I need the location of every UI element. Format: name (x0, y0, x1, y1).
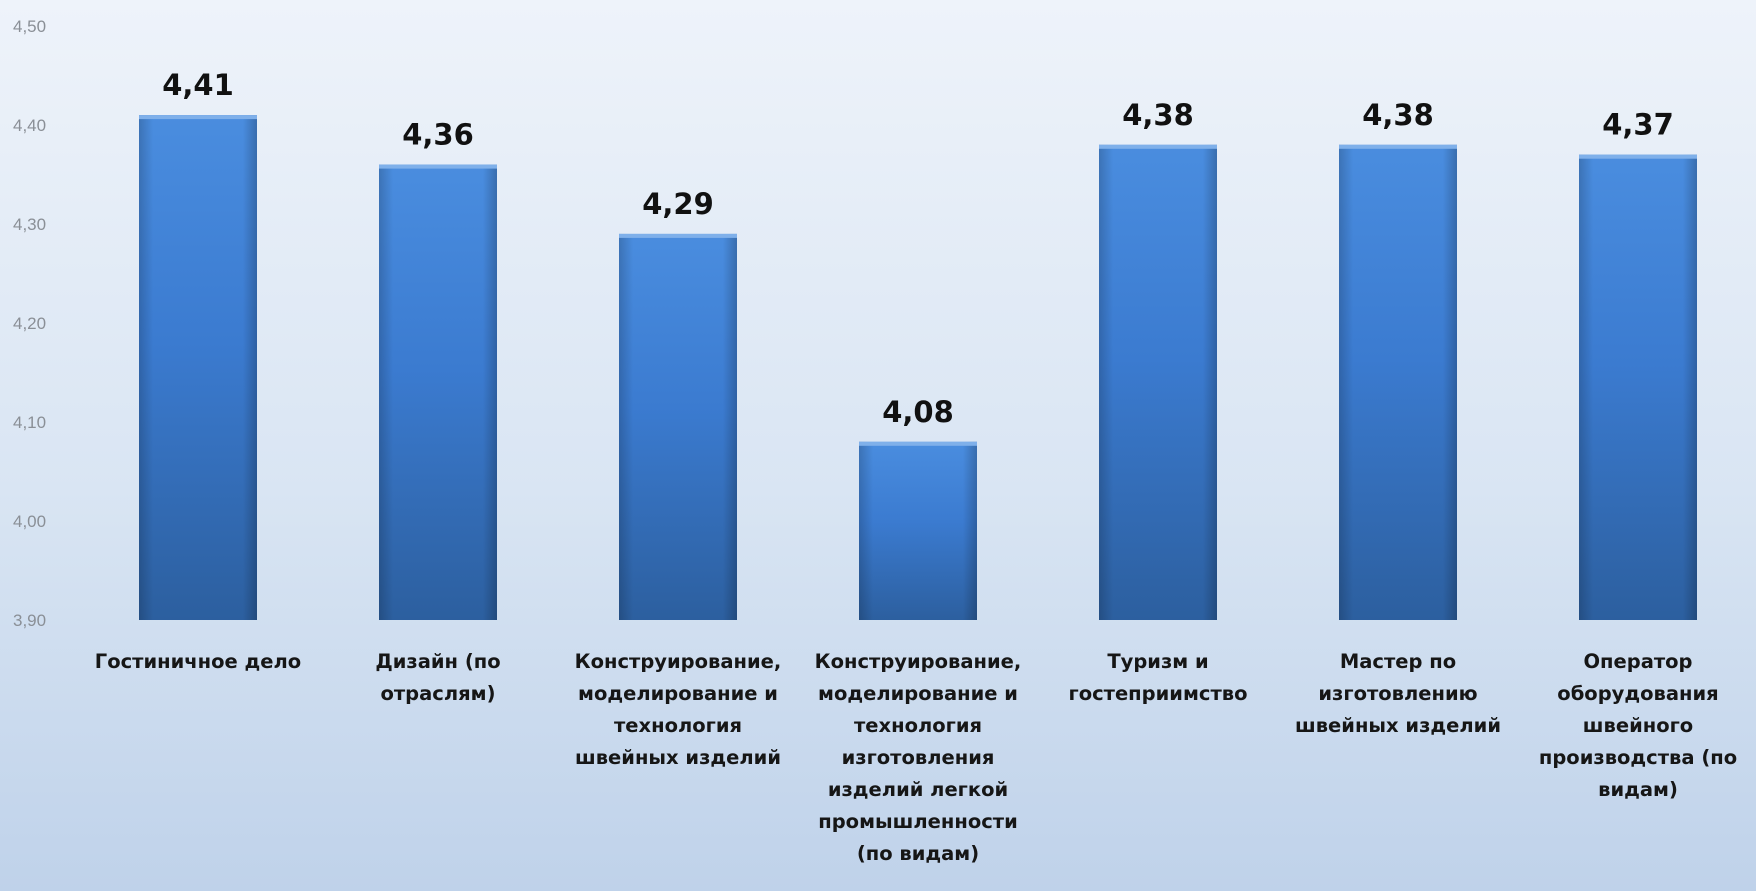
x-category-label-line: изделий легкой (828, 778, 1008, 801)
x-category-label-line: видам) (1598, 778, 1678, 801)
bar-value-label: 4,41 (162, 68, 234, 102)
x-category-label-line: изготовлению (1318, 682, 1477, 705)
x-category-label-line: швейных изделий (575, 746, 781, 769)
x-category-label: Конструирование, моделирование и технологи… (575, 650, 782, 769)
bar-top-highlight (379, 164, 497, 169)
y-tick-label: 4,00 (13, 512, 46, 531)
bar-shade (859, 441, 977, 620)
x-category-label-line: Туризм и (1107, 650, 1208, 673)
x-category-label: Конструирование, моделирование и технологи… (815, 650, 1022, 865)
bar-value-label: 4,37 (1602, 108, 1674, 142)
bar-shade (1099, 144, 1217, 621)
bar-top-highlight (1579, 154, 1697, 159)
x-category-label-line: технология (614, 714, 742, 737)
x-category-label-line: швейного (1583, 714, 1693, 737)
x-category-label-line: швейных изделий (1295, 714, 1501, 737)
bar-shade (379, 164, 497, 620)
bar-top-highlight (1099, 144, 1217, 149)
bar-shade (1579, 154, 1697, 620)
x-category-label: Оператор оборудования швейного производства… (1539, 650, 1737, 801)
x-category-label: Гостиничное дело (95, 650, 301, 673)
x-category-label-line: Мастер по (1340, 650, 1456, 673)
x-category-label-line: Гостиничное дело (95, 650, 301, 673)
x-category-label: Туризм и гостеприимство (1069, 650, 1248, 705)
y-tick-label: 4,20 (13, 314, 46, 333)
y-tick-label: 4,30 (13, 215, 46, 234)
y-tick-label: 4,10 (13, 413, 46, 432)
bar-shade (619, 233, 737, 620)
x-category-label-line: производства (по (1539, 746, 1737, 769)
x-category-label-line: моделирование и (578, 682, 778, 705)
bars-group (139, 115, 1697, 621)
bar-top-highlight (859, 441, 977, 446)
x-category-label-line: технология (854, 714, 982, 737)
y-axis: 3,90 4,00 4,10 4,20 4,30 4,40 4,50 (13, 17, 46, 630)
bar-value-label: 4,38 (1122, 98, 1194, 132)
x-category-label-line: изготовления (842, 746, 995, 769)
y-tick-label: 4,40 (13, 116, 46, 135)
bar-value-label: 4,38 (1362, 98, 1434, 132)
bar-shade (1339, 144, 1457, 621)
bar-shade (139, 115, 257, 620)
x-category-label: Мастер по изготовлению швейных изделий (1295, 650, 1501, 737)
bar-value-label: 4,08 (882, 395, 954, 429)
bar-top-highlight (1339, 144, 1457, 149)
x-category-label-line: моделирование и (818, 682, 1018, 705)
value-labels-group: 4,41 4,36 4,29 4,08 4,38 4,38 4,37 (162, 68, 1674, 429)
x-category-label: Дизайн (по отраслям) (375, 650, 500, 705)
x-category-label-line: Конструирование, (575, 650, 782, 673)
x-category-label-line: Конструирование, (815, 650, 1022, 673)
bar-top-highlight (619, 233, 737, 238)
x-category-label-line: (по видам) (857, 842, 979, 865)
bar-value-label: 4,36 (402, 118, 474, 152)
y-tick-label: 3,90 (13, 611, 46, 630)
y-tick-label: 4,50 (13, 17, 46, 36)
x-category-label-line: Дизайн (по (375, 650, 500, 673)
x-category-label-line: гостеприимство (1069, 682, 1248, 705)
x-category-label-line: оборудования (1557, 682, 1718, 705)
x-category-label-line: отраслям) (380, 682, 495, 705)
x-category-label-line: промышленности (818, 810, 1018, 833)
bar-top-highlight (139, 115, 257, 120)
x-category-label-line: Оператор (1583, 650, 1692, 673)
bar-value-label: 4,29 (642, 187, 714, 221)
category-labels-group: Гостиничное дело Дизайн (по отраслям) Конст… (95, 650, 1737, 865)
